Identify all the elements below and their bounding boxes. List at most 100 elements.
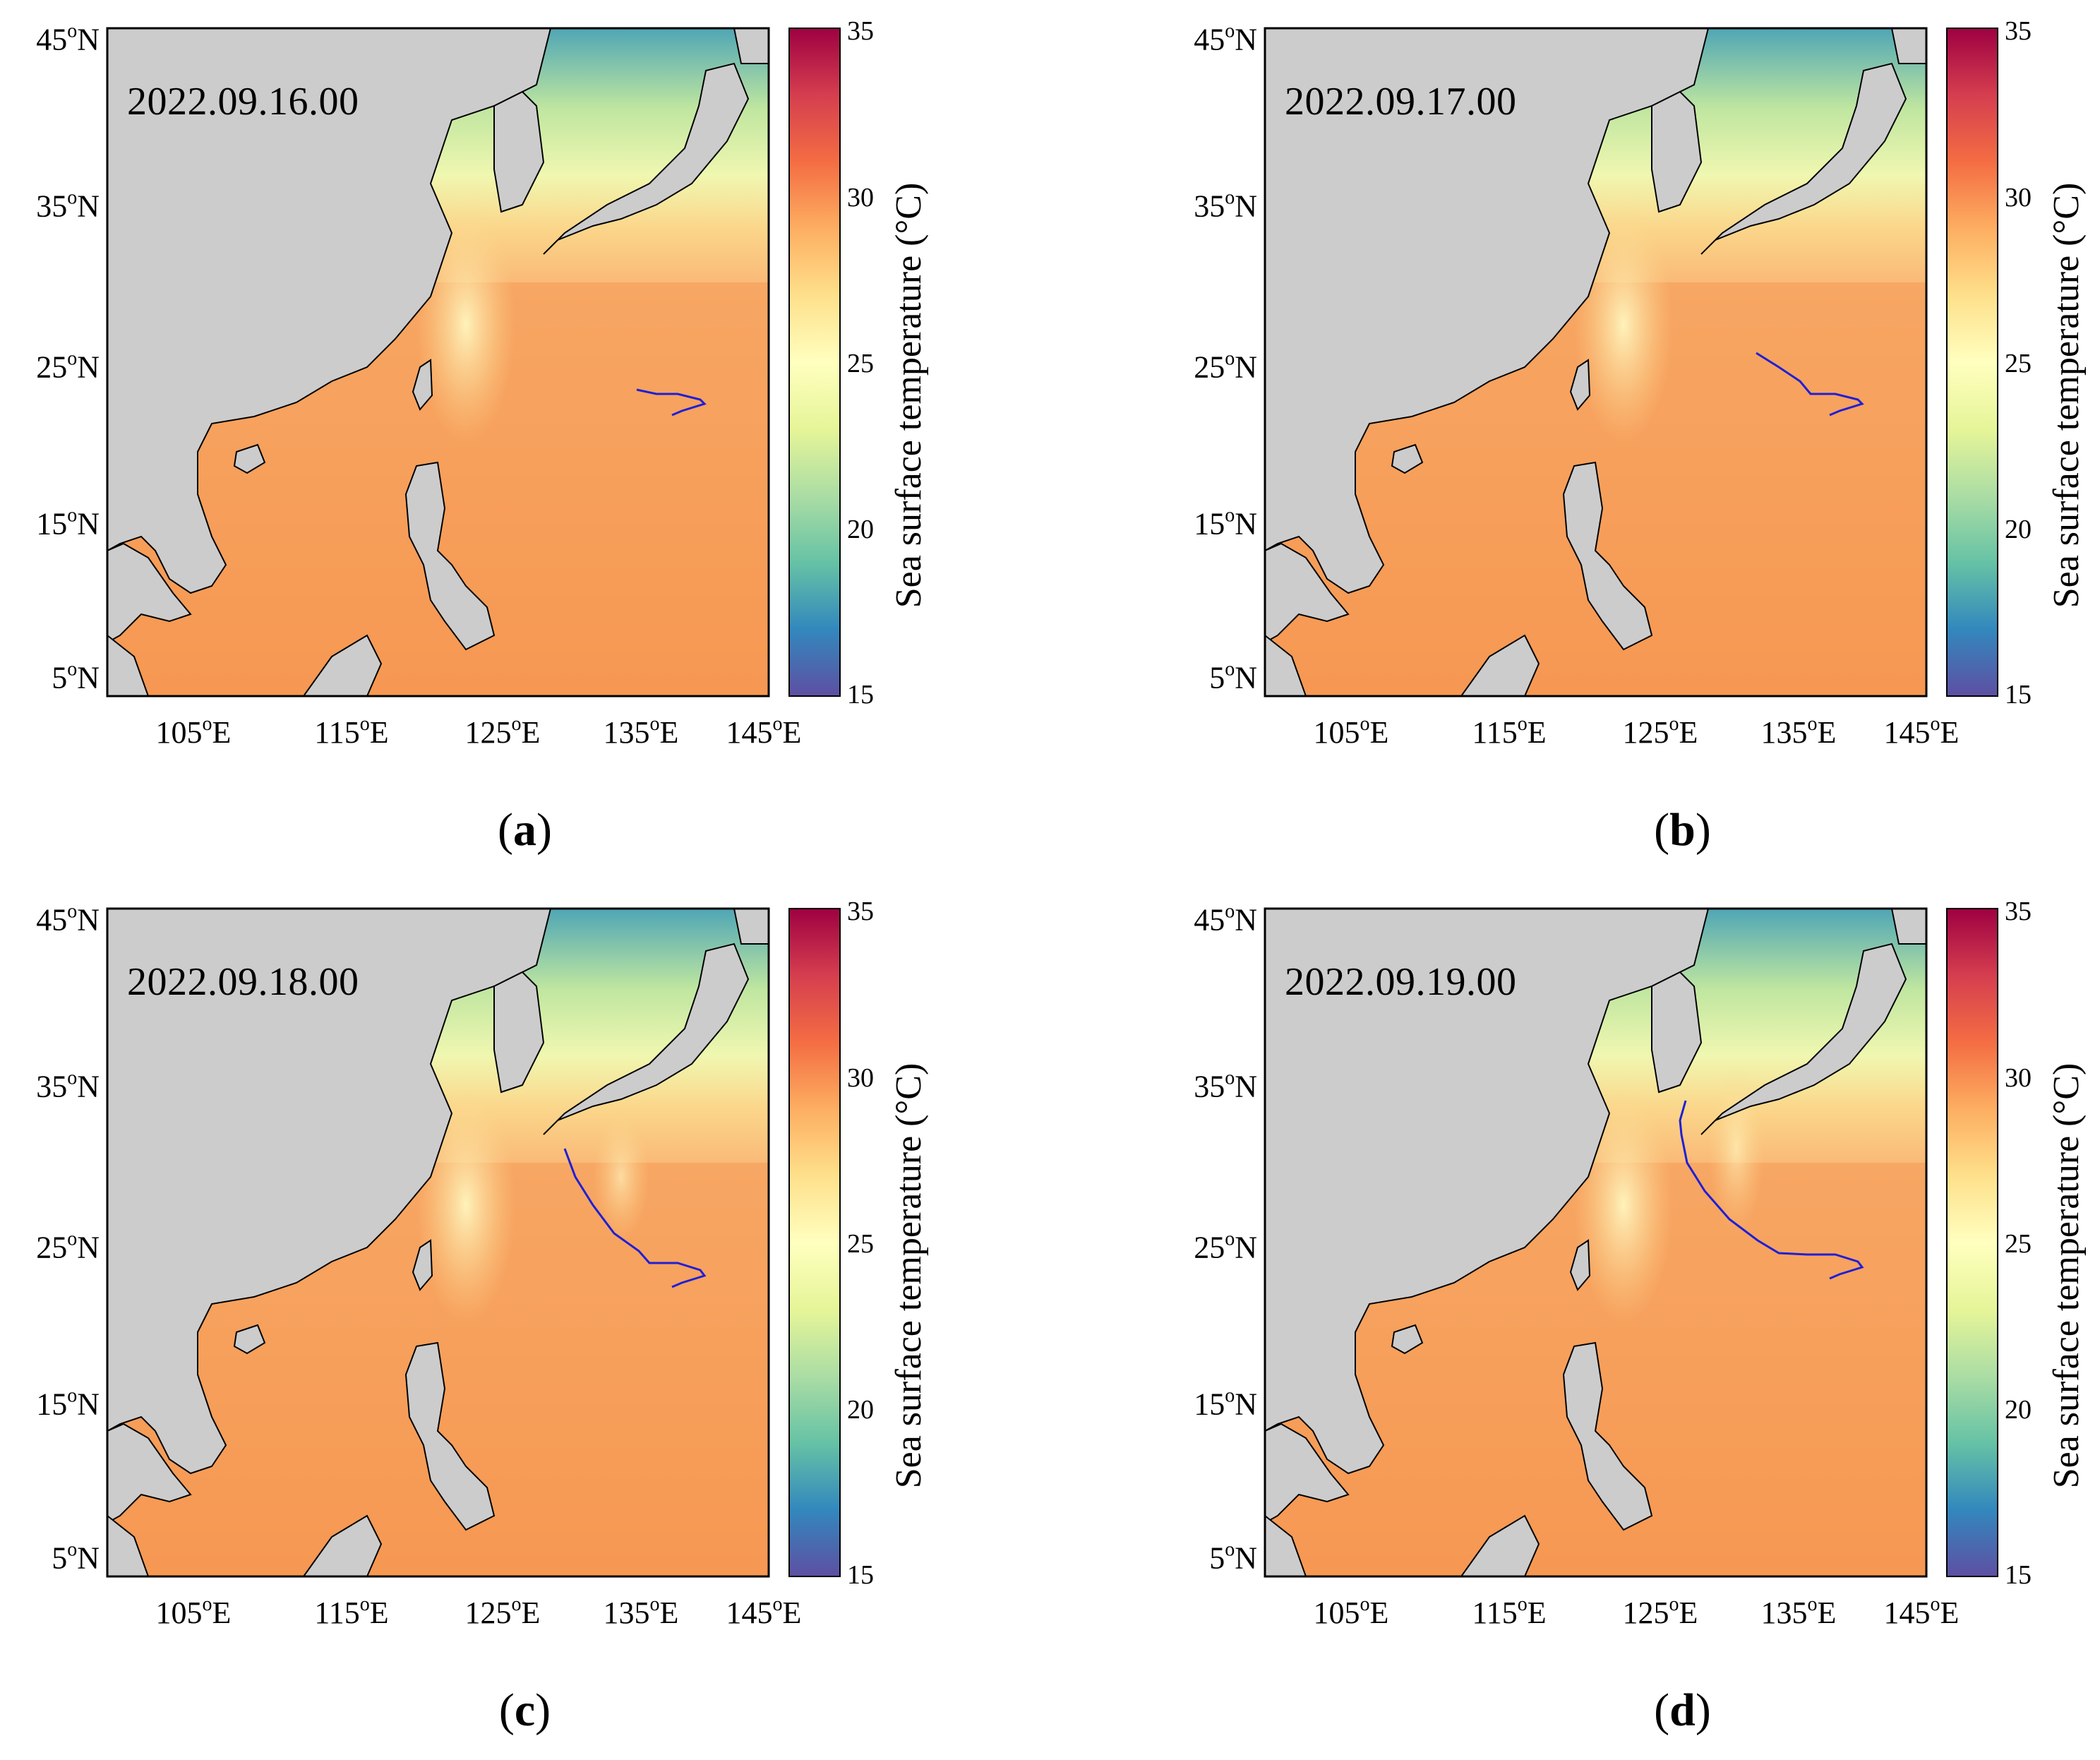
colorbar-label: Sea surface temperature (°C)	[889, 1062, 929, 1489]
typhoon-track	[563, 1148, 707, 1288]
lon-label: 135oE	[1760, 713, 1837, 750]
land-korea	[1651, 971, 1703, 1094]
land-philippines	[1562, 461, 1653, 651]
lat-label: 35oN	[1194, 1067, 1257, 1104]
colorbar-tick: 30	[2005, 1063, 2032, 1093]
colorbar-tick: 25	[847, 349, 874, 378]
land-borneo-east	[1460, 1514, 1540, 1577]
timestamp: 2022.09.17.00	[1285, 80, 1517, 124]
land-hainan	[233, 443, 266, 474]
panel-b: 2022.09.17.00 45oN 35oN 25oN 15oN 5oN 10…	[1158, 0, 2100, 880]
lon-label: 125oE	[1622, 713, 1698, 750]
sst-map	[106, 907, 841, 1578]
map-border	[106, 907, 770, 1578]
lon-label: 145oE	[726, 713, 802, 750]
land-hainan	[1391, 1324, 1424, 1355]
lat-label: 15oN	[1194, 504, 1257, 541]
lat-label: 15oN	[36, 1384, 100, 1422]
land-japan	[1700, 942, 1907, 1135]
colorbar-tick: 35	[2005, 897, 2032, 926]
colorbar-tick: 25	[847, 1229, 874, 1259]
lon-label: 145oE	[1883, 713, 1960, 750]
lat-label: 45oN	[1194, 900, 1257, 938]
land-philippines	[404, 461, 496, 651]
land-taiwan	[1569, 359, 1591, 411]
land-asia	[107, 28, 552, 594]
typhoon-track	[636, 388, 707, 417]
colorbar-tick: 20	[847, 1395, 874, 1425]
timestamp: 2022.09.16.00	[127, 80, 359, 124]
colorbar-tick: 25	[2005, 1229, 2032, 1259]
lat-label: 15oN	[1194, 1384, 1257, 1422]
typhoon-track	[1756, 352, 1864, 417]
panel-label: (b)	[1654, 804, 1711, 856]
panel-a: 2022.09.16.00 45oN 35oN 25oN 15oN 5oN 10…	[0, 0, 1050, 880]
land-korea	[493, 90, 545, 213]
colorbar-tick: 35	[2005, 16, 2032, 46]
colorbar-scale	[1946, 28, 1998, 697]
lon-label: 135oE	[1760, 1593, 1837, 1630]
colorbar-tick: 20	[2005, 515, 2032, 544]
land-taiwan	[1569, 1239, 1591, 1291]
lon-label: 105oE	[155, 1593, 232, 1630]
lon-label: 135oE	[603, 713, 679, 750]
colorbar-tick: 15	[2005, 680, 2032, 710]
land-asia	[107, 908, 552, 1475]
map-frame	[106, 27, 770, 698]
colorbar-scale	[788, 908, 841, 1577]
lon-label: 115oE	[314, 1593, 389, 1630]
colorbar-tick: 30	[2005, 183, 2032, 212]
land-indochina	[1264, 542, 1350, 644]
lon-label: 125oE	[464, 713, 541, 750]
colorbar	[788, 28, 841, 697]
lat-label: 45oN	[36, 900, 100, 938]
colorbar-tick: 20	[2005, 1395, 2032, 1425]
lat-label: 5oN	[52, 658, 100, 695]
timestamp: 2022.09.18.00	[127, 960, 359, 1004]
lat-label: 25oN	[1194, 1228, 1257, 1265]
colorbar-tick: 25	[2005, 349, 2032, 378]
colorbar-tick: 15	[847, 680, 874, 710]
panel-c: 2022.09.18.00 45oN 35oN 25oN 15oN 5oN 10…	[0, 880, 1050, 1760]
colorbar-scale	[1946, 908, 1998, 1577]
cool-wake	[593, 1113, 649, 1240]
land-asia	[1264, 28, 1710, 594]
lat-label: 25oN	[36, 347, 100, 385]
colorbar-tick: 35	[847, 897, 874, 926]
lon-label: 135oE	[603, 1593, 679, 1630]
colorbar-scale	[788, 28, 841, 697]
lon-label: 105oE	[1313, 1593, 1389, 1630]
colorbar-tick: 15	[847, 1560, 874, 1590]
sst-map	[1264, 907, 1998, 1578]
lon-label: 115oE	[314, 713, 389, 750]
timestamp: 2022.09.19.00	[1285, 960, 1517, 1004]
colorbar-tick: 15	[2005, 1560, 2032, 1590]
colorbar-tick: 35	[847, 16, 874, 46]
lon-label: 125oE	[1622, 1593, 1698, 1630]
land-philippines	[1562, 1341, 1653, 1531]
land-hainan	[1391, 443, 1424, 474]
sst-map	[106, 27, 841, 698]
lon-label: 125oE	[464, 1593, 541, 1630]
lat-label: 15oN	[36, 504, 100, 541]
lon-label: 105oE	[155, 713, 232, 750]
land-borneo-east	[1460, 634, 1540, 697]
panel-label: (d)	[1654, 1684, 1711, 1736]
land-japan	[1700, 62, 1907, 255]
map-border	[106, 27, 770, 698]
lat-label: 25oN	[36, 1228, 100, 1265]
lon-label: 115oE	[1472, 1593, 1547, 1630]
land-asia	[1264, 908, 1710, 1475]
panel-label: (a)	[498, 804, 552, 856]
land-indochina	[1264, 1423, 1350, 1524]
map-border	[1264, 27, 1928, 698]
colorbar-tick: 20	[847, 515, 874, 544]
lat-label: 5oN	[52, 1538, 100, 1576]
colorbar-label: Sea surface temperature (°C)	[889, 182, 929, 609]
colorbar-tick: 30	[847, 183, 874, 212]
lon-label: 145oE	[1883, 1593, 1960, 1630]
land-korea	[1651, 90, 1703, 213]
lat-label: 35oN	[36, 186, 100, 224]
land-japan	[543, 942, 750, 1135]
colorbar-label: Sea surface temperature (°C)	[2046, 182, 2087, 609]
